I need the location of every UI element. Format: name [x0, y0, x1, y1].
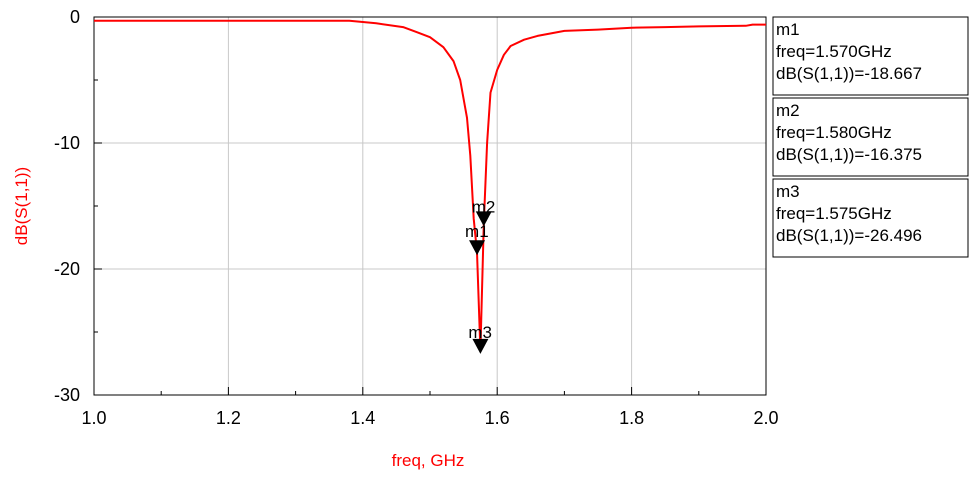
- tick-marks: [93, 16, 767, 396]
- x-tick-label: 1.2: [216, 408, 241, 428]
- marker-m2-readout-line: m2: [776, 101, 800, 120]
- y-axis-label: dB(S(1,1)): [12, 167, 31, 245]
- x-tick-label: 1.8: [619, 408, 644, 428]
- marker-m2-triangle: [475, 211, 492, 227]
- marker-m2-label: m2: [472, 197, 496, 216]
- marker-m2-readout-line: dB(S(1,1))=-16.375: [776, 145, 922, 164]
- marker-m3-readout-line: m3: [776, 182, 800, 201]
- marker-m1-label: m1: [465, 222, 489, 241]
- y-tick-label: -10: [54, 133, 80, 153]
- marker-layer: m1 m2 m3: [465, 197, 495, 354]
- x-tick-label: 1.0: [81, 408, 106, 428]
- marker-m1-readout-line: m1: [776, 20, 800, 39]
- grid: [94, 17, 766, 395]
- marker-m3-triangle: [472, 338, 489, 354]
- y-tick-labels: 0 -10 -20 -30: [54, 7, 80, 405]
- x-tick-label: 1.4: [350, 408, 375, 428]
- plot-frame: [93, 16, 767, 396]
- marker-readouts: m1 freq=1.570GHz dB(S(1,1))=-18.667 m2 freq=…: [772, 16, 969, 258]
- x-axis-label: freq, GHz: [392, 451, 465, 470]
- marker-m1-readout-line: freq=1.570GHz: [776, 42, 892, 61]
- marker-m1-readout-box: [772, 16, 969, 96]
- marker-m3-label: m3: [468, 323, 492, 342]
- y-tick-label: 0: [70, 7, 80, 27]
- marker-m2-readout-line: freq=1.580GHz: [776, 123, 892, 142]
- marker-m3-readout-line: freq=1.575GHz: [776, 204, 892, 223]
- series-line-0: [94, 19, 766, 352]
- marker-m3-readout-box: [772, 178, 969, 258]
- x-tick-labels: 1.0 1.2 1.4 1.6 1.8 2.0: [81, 408, 778, 428]
- x-tick-label: 1.6: [485, 408, 510, 428]
- marker-m1-triangle: [469, 240, 486, 256]
- marker-m1-readout-line: dB(S(1,1))=-18.667: [776, 64, 922, 83]
- marker-m3-readout-line: dB(S(1,1))=-26.496: [776, 226, 922, 245]
- x-tick-label: 2.0: [753, 408, 778, 428]
- marker-m2-readout-box: [772, 97, 969, 177]
- y-tick-label: -30: [54, 385, 80, 405]
- series-layer: [94, 19, 766, 352]
- y-tick-label: -20: [54, 259, 80, 279]
